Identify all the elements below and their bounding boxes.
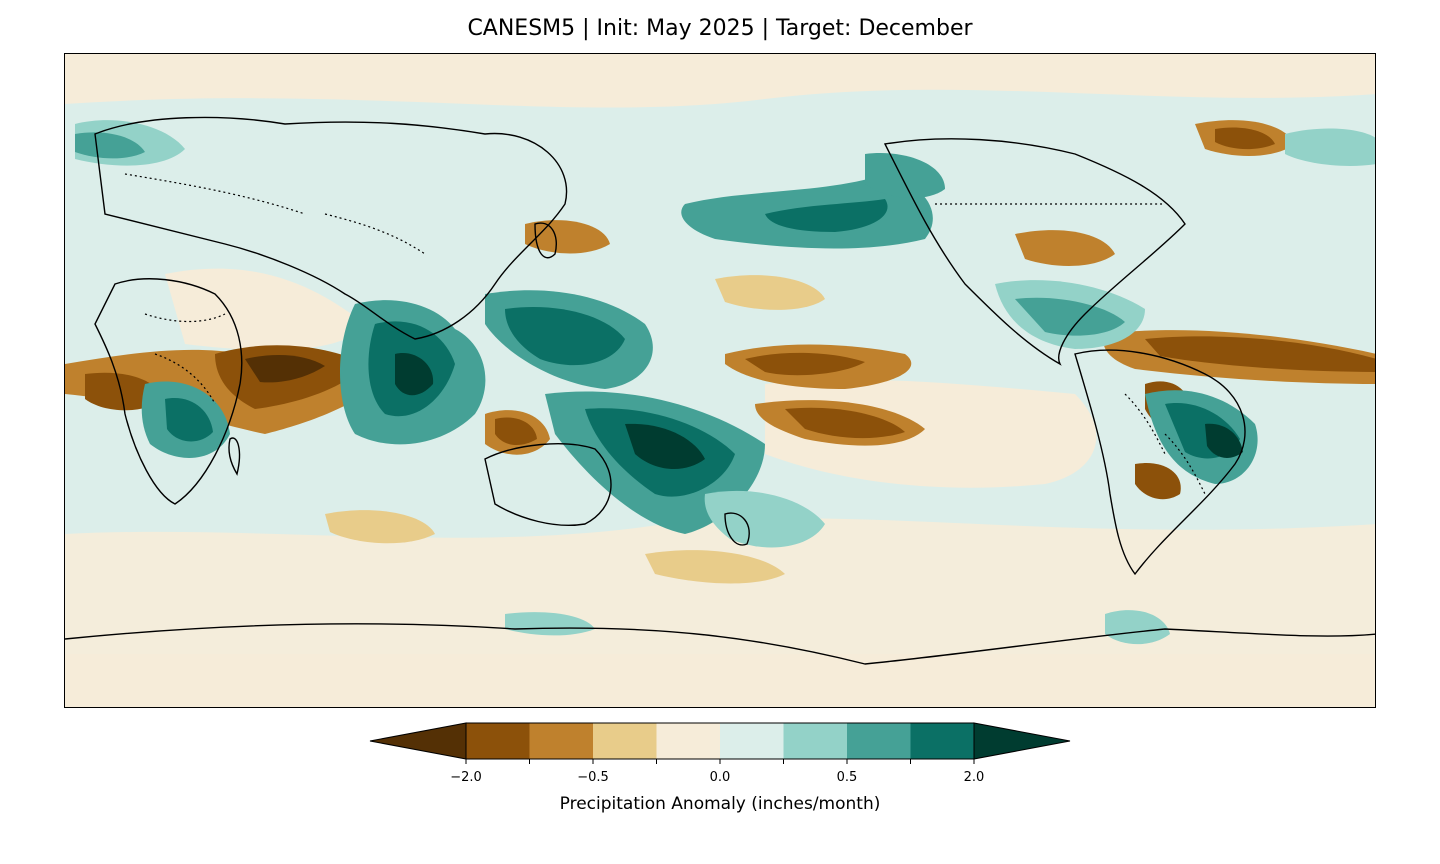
colorbar-tick-label: −0.5	[577, 770, 609, 785]
colorbar-segment	[720, 723, 784, 759]
map-title: CANESM5 | Init: May 2025 | Target: Decem…	[467, 16, 973, 41]
coastlines	[65, 116, 1375, 665]
antarctica-outline	[65, 623, 1375, 665]
colorbar-segment	[593, 723, 657, 759]
arctic-band	[65, 54, 1375, 108]
colorbar-label: Precipitation Anomaly (inches/month)	[559, 794, 881, 814]
south-america-outline	[1074, 349, 1246, 576]
colorbar-extend-min	[369, 722, 467, 760]
country-borders	[124, 173, 1206, 495]
new-zealand-outline	[724, 512, 750, 546]
colorbar-segment	[656, 723, 721, 759]
africa-sahara-neutral	[165, 268, 365, 350]
colorbar-tick-label: 0.5	[836, 770, 858, 785]
southern-band	[65, 518, 1375, 674]
colorbar-segment	[910, 723, 975, 759]
wet-anomalies	[75, 120, 1375, 645]
japan-outline	[534, 222, 557, 259]
madagascar-outline	[228, 437, 241, 476]
australia-outline	[484, 443, 612, 526]
colorbar-extend-max	[973, 722, 1071, 760]
colorbar-segment	[783, 723, 848, 759]
antarctic-band	[65, 654, 1375, 707]
colorbar-segment	[847, 723, 911, 759]
north-america-outline	[883, 138, 1186, 366]
colorbar-tick-label: −2.0	[450, 770, 482, 785]
colorbar	[368, 722, 1072, 770]
colorbar-segment	[466, 723, 530, 759]
dry-anomalies	[65, 120, 1375, 584]
colorbar-tick-label: 0.0	[709, 770, 731, 785]
africa-outline	[94, 278, 243, 505]
colorbar-segment	[529, 723, 594, 759]
colorbar-tick-label: 2.0	[963, 770, 985, 785]
precipitation-anomaly-map	[64, 53, 1376, 708]
eurasia-outline	[94, 116, 568, 340]
